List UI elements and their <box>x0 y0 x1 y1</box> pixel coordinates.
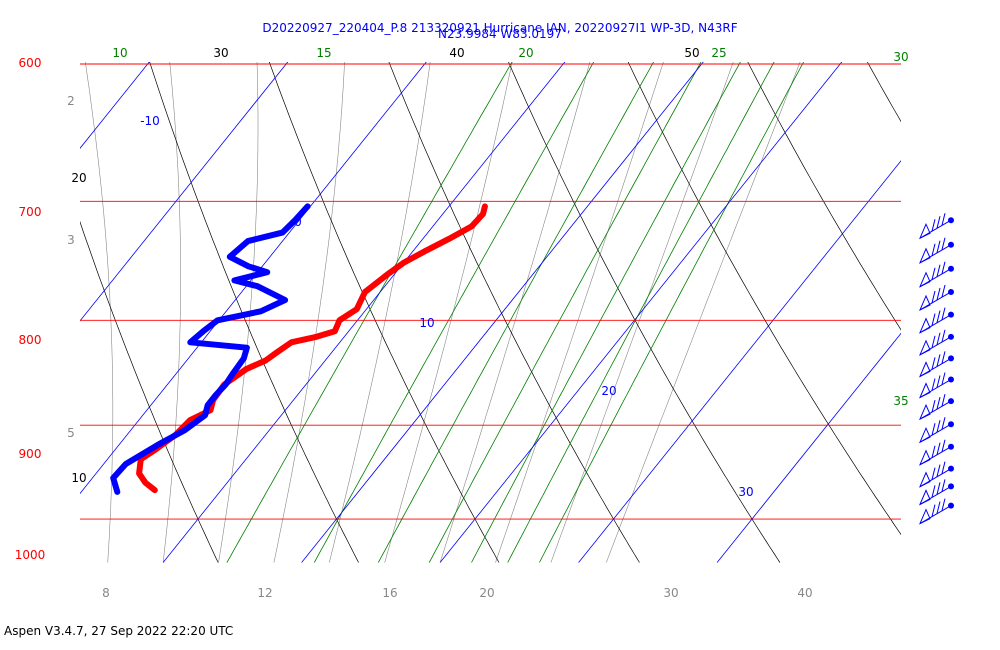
dry-adiabat-line <box>627 62 901 536</box>
moist-adiabat-label: 16 <box>382 586 397 600</box>
moist-adiabat-line <box>384 62 513 563</box>
dry-adiabat-line <box>867 62 901 123</box>
moist-adiabat-label: 3 <box>67 233 75 247</box>
isotherm-label: 0 <box>294 215 302 229</box>
moist-adiabat-label: 20 <box>479 586 494 600</box>
mixing-ratio-line <box>428 62 702 563</box>
moist-adiabat-line <box>329 62 431 563</box>
isotherm-line <box>578 160 901 563</box>
dry-adiabat-line <box>149 62 359 563</box>
dry-adiabat-label: 50 <box>684 46 699 60</box>
profile-traces <box>110 203 488 495</box>
isotherm-label: -10 <box>140 114 160 128</box>
pressure-tick-label: 600 <box>19 56 42 70</box>
pressure-tick-label: 900 <box>19 447 42 461</box>
mixing-ratio-label: 25 <box>711 46 726 60</box>
moist-adiabat-label: 40 <box>797 586 812 600</box>
wind-barb <box>919 329 954 356</box>
mixing-ratio-label: 30 <box>893 50 908 64</box>
moist-adiabat-line <box>218 62 259 563</box>
pressure-tick-label: 700 <box>19 205 42 219</box>
wind-barb <box>919 284 954 312</box>
wind-barb <box>919 351 954 378</box>
wind-barb <box>919 261 954 288</box>
moist-adiabat-line <box>606 62 801 563</box>
isotherm-line <box>716 332 901 563</box>
moist-adiabat-label: 8 <box>102 586 110 600</box>
pressure-tick-label: 800 <box>19 333 42 347</box>
mixing-ratio-label: 15 <box>316 46 331 60</box>
isotherm-label: 20 <box>601 384 616 398</box>
wind-barb <box>919 213 954 240</box>
moist-adiabat-label: 2 <box>67 94 75 108</box>
isotherm-line <box>80 62 427 495</box>
isotherm-label: 10 <box>419 316 434 330</box>
wind-barb <box>919 237 954 264</box>
moist-adiabat-line <box>550 62 734 563</box>
chart-title-line-2: N23.9984 W83.0197 <box>438 27 562 41</box>
mixing-ratio-line <box>507 62 775 563</box>
footer-version-text: Aspen V3.4.7, 27 Sep 2022 22:20 UTC <box>4 624 234 638</box>
dry-adiabat-label: 30 <box>213 46 228 60</box>
background-lines <box>0 49 901 563</box>
moist-adiabat-line <box>162 62 181 563</box>
wind-barb <box>919 498 954 525</box>
pressure-tick-label: 1000 <box>15 548 46 562</box>
wind-barb <box>919 417 954 444</box>
isotherm-line <box>80 62 289 322</box>
wind-barb <box>919 439 954 466</box>
mixing-ratio-label: 10 <box>112 46 127 60</box>
dry-adiabat-line <box>508 62 781 563</box>
wind-barb <box>919 372 954 399</box>
moist-adiabat-line <box>85 62 114 563</box>
dry-adiabat-line <box>268 62 500 563</box>
moist-adiabat-label: 30 <box>663 586 678 600</box>
mixing-ratio-line <box>471 62 741 563</box>
wind-barb <box>919 479 954 506</box>
isotherm-line <box>301 62 704 563</box>
mixing-ratio-line <box>226 62 513 563</box>
moist-adiabat-line <box>495 62 664 563</box>
dry-adiabat-line <box>388 62 640 563</box>
isotherm-line <box>439 62 843 563</box>
dry-adiabat-line <box>80 220 219 563</box>
isotherm-line <box>0 49 21 562</box>
chart-title-line-1: D20220927_220404_P.8 213320921 Hurricane… <box>262 21 738 35</box>
dry-adiabat-label: 40 <box>449 46 464 60</box>
moist-adiabat-label: 5 <box>67 426 75 440</box>
mixing-ratio-line <box>313 62 595 563</box>
mixing-ratio-label: 20 <box>518 46 533 60</box>
mixing-ratio-label: 35 <box>893 394 908 408</box>
dry-adiabat-line <box>747 62 901 331</box>
isotherm-line <box>162 62 566 563</box>
wind-barb <box>919 393 954 421</box>
wind-barb <box>919 307 954 334</box>
dry-adiabat-label: 20 <box>71 171 86 185</box>
moist-adiabat-line <box>439 62 591 563</box>
isotherm-label: 30 <box>738 485 753 499</box>
dewpoint-profile-line <box>110 203 311 495</box>
wind-barb <box>919 461 954 488</box>
moist-adiabat-line <box>3 49 52 563</box>
dry-adiabat-label: 10 <box>71 471 86 485</box>
mixing-ratio-line <box>539 62 805 563</box>
moist-adiabat-line <box>273 62 345 563</box>
moist-adiabat-label: 12 <box>257 586 272 600</box>
mixing-ratio-line <box>377 62 654 563</box>
isotherm-line <box>80 62 150 149</box>
wind-barbs <box>919 213 954 525</box>
